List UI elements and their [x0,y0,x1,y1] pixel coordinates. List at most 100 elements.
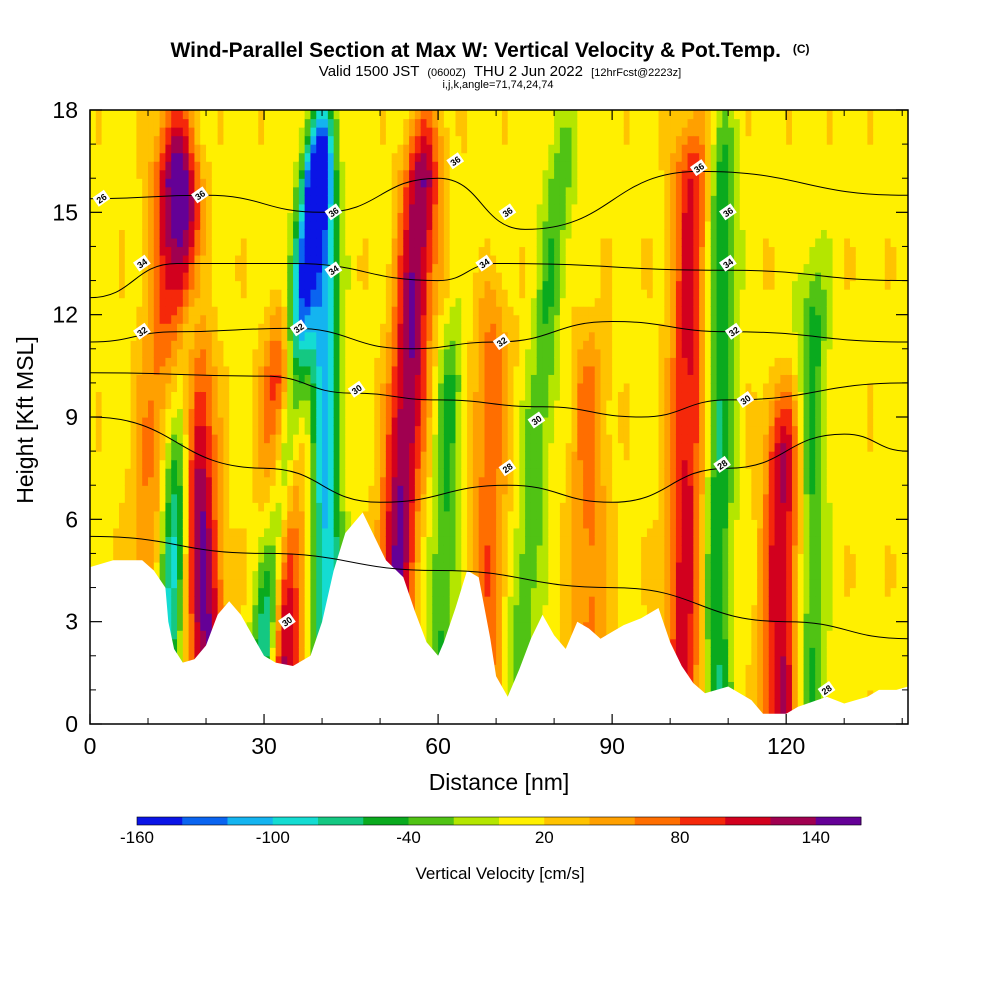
velocity-cell [403,527,410,537]
velocity-cell [252,212,259,222]
velocity-cell [223,434,230,444]
velocity-cell [258,340,265,350]
velocity-cell [200,289,207,299]
velocity-cell [414,451,422,461]
velocity-cell [229,144,236,154]
velocity-cell [351,399,358,410]
velocity-cell [130,382,138,393]
velocity-cell [200,297,207,307]
velocity-cell [293,391,300,401]
velocity-cell [478,144,486,154]
velocity-cell [368,127,375,137]
velocity-cell [403,263,410,273]
velocity-cell [258,493,265,503]
velocity-cell [177,340,184,350]
velocity-cell [264,331,271,341]
velocity-cell [298,587,306,597]
velocity-cell [240,442,248,452]
velocity-cell [153,254,161,265]
velocity-cell [159,289,167,299]
velocity-cell [385,442,393,452]
velocity-cell [229,135,236,145]
velocity-cell [200,399,207,410]
velocity-cell [119,434,126,444]
velocity-cell [467,527,474,537]
velocity-cell [275,570,283,580]
velocity-cell [182,570,190,580]
velocity-cell [339,434,346,444]
velocity-cell [310,621,317,631]
velocity-cell [467,468,474,478]
velocity-cell [287,425,294,435]
velocity-cell [130,127,138,137]
velocity-cell [229,459,236,469]
velocity-cell [159,254,167,265]
velocity-cell [362,110,370,120]
velocity-cell [177,621,184,631]
velocity-cell [136,203,143,213]
velocity-cell [217,510,225,520]
velocity-cell [420,596,428,606]
velocity-cell [264,110,271,120]
velocity-cell [380,280,387,290]
velocity-cell [484,280,491,290]
velocity-cell [287,331,294,341]
velocity-cell [182,314,190,324]
velocity-cell [380,391,387,401]
velocity-cell [148,510,155,520]
velocity-cell [484,144,491,154]
velocity-cell [362,348,370,358]
velocity-cell [449,476,457,486]
velocity-cell [246,152,254,162]
velocity-cell [90,161,97,171]
velocity-cell [159,280,167,290]
velocity-cell [136,391,143,401]
velocity-cell [264,237,271,248]
velocity-cell [275,579,283,589]
velocity-cell [107,254,114,265]
velocity-cell [240,468,248,478]
velocity-cell [443,519,451,529]
velocity-cell [478,553,486,563]
velocity-cell [426,323,433,333]
velocity-cell [478,357,486,367]
velocity-cell [281,127,288,137]
velocity-cell [240,613,248,623]
velocity-cell [316,425,323,435]
velocity-cell [113,254,120,265]
velocity-cell [165,229,172,239]
velocity-cell [345,314,352,324]
velocity-cell [136,399,143,410]
velocity-cell [142,110,149,120]
velocity-cell [142,348,149,358]
velocity-cell [409,365,416,375]
velocity-cell [316,604,323,614]
velocity-cell [380,254,387,265]
velocity-cell [449,118,457,128]
velocity-cell [90,374,97,384]
velocity-cell [269,254,277,265]
velocity-cell [223,135,230,145]
velocity-cell [374,331,381,341]
velocity-cell [333,110,341,120]
velocity-cell [194,553,201,563]
velocity-cell [90,340,97,350]
velocity-cell [119,502,126,512]
velocity-cell [374,144,381,154]
velocity-cell [217,331,225,341]
velocity-cell [293,434,300,444]
velocity-cell [171,459,178,469]
velocity-cell [217,408,225,418]
velocity-cell [182,425,190,435]
velocity-cell [304,135,312,145]
velocity-cell [327,331,335,341]
velocity-cell [159,127,167,137]
velocity-cell [188,382,196,393]
velocity-cell [287,357,294,367]
velocity-cell [124,229,132,239]
velocity-cell [472,254,480,265]
velocity-cell [124,553,132,563]
velocity-cell [246,417,254,427]
velocity-cell [472,434,480,444]
velocity-cell [327,502,335,512]
